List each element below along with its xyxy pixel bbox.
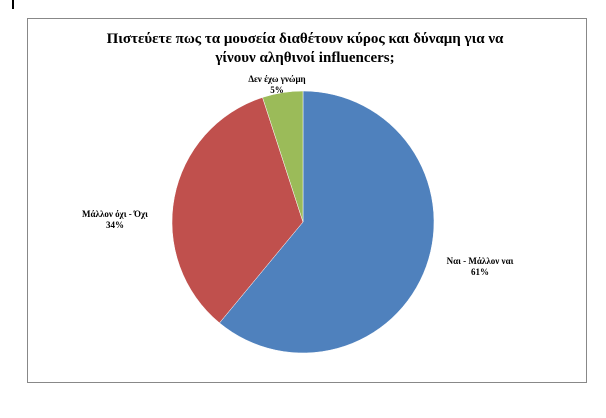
slice-label: Ναι - Μάλλον ναι xyxy=(447,256,514,266)
slice-label: Μάλλον όχι - Όχι xyxy=(82,209,148,219)
slice-value: 5% xyxy=(270,85,284,95)
pie-slice xyxy=(219,90,435,354)
cursor xyxy=(12,0,14,9)
slice-value: 34% xyxy=(106,220,124,230)
chart-frame xyxy=(27,18,587,383)
pie-slice xyxy=(262,90,304,223)
pie-slice xyxy=(171,97,304,324)
slice-label: Δεν έχω γνώμη xyxy=(248,74,305,84)
chart-title: Πιστεύετε πως τα μουσεία διαθέτουν κύρος… xyxy=(106,31,504,66)
slice-value: 61% xyxy=(471,267,489,277)
